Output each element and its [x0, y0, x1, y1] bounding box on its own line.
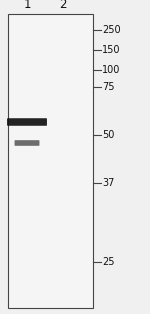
Bar — [8, 14, 93, 308]
Text: 100: 100 — [102, 65, 120, 75]
Text: 37: 37 — [102, 178, 114, 188]
Text: 50: 50 — [102, 130, 114, 140]
Text: 25: 25 — [102, 257, 114, 267]
FancyBboxPatch shape — [7, 118, 47, 126]
Text: 2: 2 — [59, 0, 67, 11]
Text: 150: 150 — [102, 45, 120, 55]
Text: 250: 250 — [102, 25, 121, 35]
Text: 1: 1 — [23, 0, 31, 11]
Text: 75: 75 — [102, 82, 114, 92]
FancyBboxPatch shape — [15, 140, 39, 146]
